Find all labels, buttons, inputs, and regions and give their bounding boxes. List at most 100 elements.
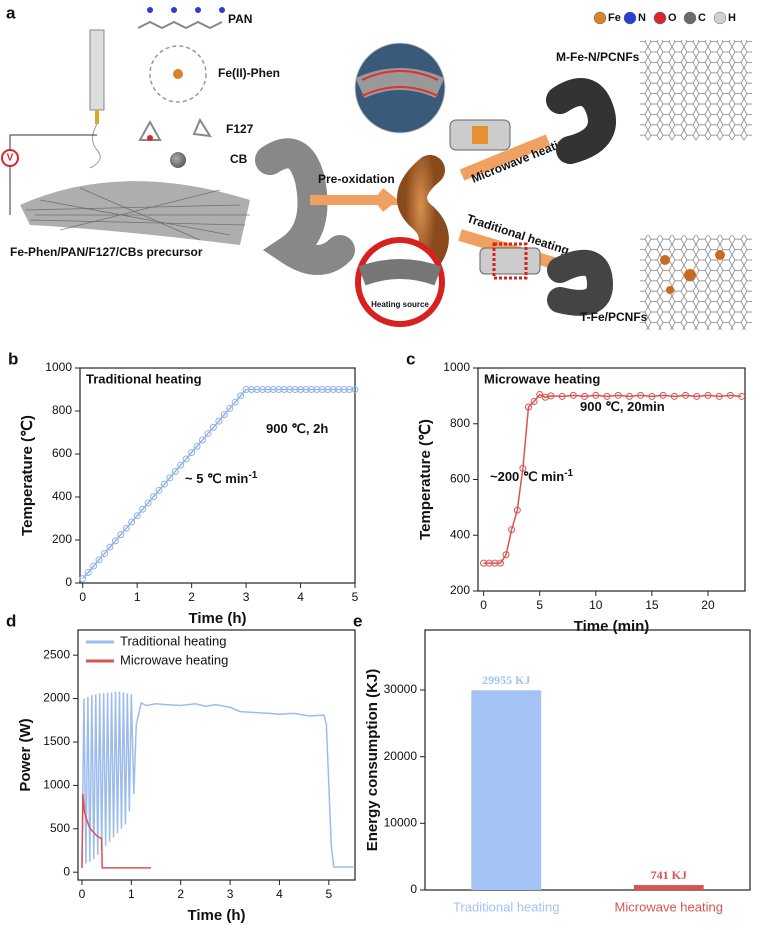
panel-letter: b [8, 349, 18, 368]
label: T-Fe/PCNFs [580, 310, 648, 324]
label: Fe(II)-Phen [218, 66, 280, 80]
marker [220, 411, 228, 419]
marker [536, 390, 544, 398]
x-axis-label: Time (h) [187, 907, 245, 924]
marker [637, 391, 645, 399]
annotation-text: ~ 5 ℃ min [185, 471, 248, 486]
f127-molecule [138, 117, 212, 141]
marker [275, 386, 283, 393]
reactor [479, 247, 541, 275]
y-tick-label: 400 [450, 527, 470, 541]
marker [155, 486, 163, 494]
line [81, 793, 152, 869]
x-tick-label: 15 [645, 598, 659, 612]
marker [144, 499, 152, 507]
graphene [640, 235, 752, 330]
graphene [640, 40, 752, 140]
marker [122, 524, 130, 532]
x-tick-label: 4 [276, 887, 283, 901]
y-tick-label: 0 [63, 864, 70, 878]
y-tick-label: 200 [52, 532, 72, 546]
legend-label: Traditional heating [120, 633, 226, 648]
legend-swatch [593, 11, 607, 25]
marker [111, 537, 119, 545]
label: CB [230, 152, 248, 166]
marker [318, 386, 326, 393]
marker [258, 386, 266, 393]
legend-label: Microwave heating [120, 652, 228, 667]
annotation-text: ~200 ℃ min [490, 469, 564, 484]
x-tick-label: 1 [134, 590, 141, 604]
panel-letter: d [6, 611, 16, 630]
value-label: 29955 KJ [482, 673, 530, 687]
x-tick-label: 2 [177, 887, 184, 901]
cb-particle [170, 152, 186, 168]
plot-frame [79, 367, 356, 584]
x-tick-label: Traditional heating [453, 899, 559, 914]
x-tick-label: 0 [79, 887, 86, 901]
annotation-sup: -1 [248, 470, 257, 481]
label: M-Fe-N/PCNFs [556, 50, 640, 64]
marker [188, 448, 196, 456]
x-tick-label: 0 [79, 590, 86, 604]
y-tick-label: 600 [52, 446, 72, 460]
y-tick-label: 1000 [443, 360, 470, 374]
y-tick-label: 800 [450, 416, 470, 430]
y-tick-label: 10000 [384, 816, 418, 830]
marker [693, 392, 701, 400]
y-tick-label: 2000 [43, 691, 70, 705]
x-axis-label: Time (h) [188, 610, 246, 627]
legend-swatch [713, 11, 727, 25]
y-axis-label: Energy consumption (KJ) [364, 669, 381, 852]
marker [204, 430, 212, 438]
y-tick-label: 20000 [384, 749, 418, 763]
fiber-gray [255, 138, 355, 275]
chart: d 0 500 1000 1500 2000 2500 0 1 2 3 4 5 Time (h) Power… [6, 611, 356, 924]
chart-title: Microwave heating [484, 371, 600, 386]
marker [160, 480, 168, 488]
marker [166, 474, 174, 482]
x-tick-label: 5 [325, 887, 332, 901]
marker [603, 392, 611, 400]
marker [209, 423, 217, 431]
marker [592, 391, 600, 399]
annotation: 900 ℃, 2h [266, 421, 328, 436]
marker [682, 391, 690, 399]
legend-label: Fe [608, 12, 621, 24]
marker [280, 386, 288, 393]
marker [558, 392, 566, 400]
y-axis-label: Temperature (℃) [19, 415, 36, 536]
annotation-text: 900 ℃, 20min [580, 399, 665, 414]
x-tick-label: 4 [297, 590, 304, 604]
y-tick-label: 0 [65, 575, 72, 589]
label: Pre-oxidation [318, 172, 395, 186]
annotation: ~ 5 ℃ min-1 [185, 470, 258, 487]
chart: c 200 400 600 800 1000 0 5 10 15 20 Time (min) Tempe… [406, 349, 746, 635]
label: F127 [226, 122, 254, 136]
bar [471, 690, 542, 890]
marker [530, 397, 538, 405]
fiber-black [546, 78, 616, 164]
chart-title: Traditional heating [86, 371, 202, 386]
schematic: a PAN Fe(II)-Phen F127 CB V [1, 3, 752, 330]
y-tick-label: 30000 [384, 682, 418, 696]
marker [84, 568, 92, 576]
y-tick-label: 800 [52, 403, 72, 417]
y-tick-label: 1000 [45, 360, 72, 374]
panel-letter: e [353, 611, 362, 630]
marker [286, 386, 294, 393]
marker [502, 551, 510, 559]
voltage-label: V [7, 153, 14, 164]
marker [101, 550, 109, 558]
marker [726, 391, 734, 399]
marker [581, 392, 589, 400]
x-tick-label: 1 [128, 887, 135, 901]
x-tick-label: 10 [589, 598, 603, 612]
marker [237, 392, 245, 400]
x-tick-label: 3 [243, 590, 250, 604]
label: Heating source [371, 300, 429, 309]
marker [302, 386, 310, 393]
chart: b 0 200 400 600 800 1000 0 1 2 3 4 5 Time (h) Temperat… [8, 349, 359, 626]
annotation-sup: -1 [564, 468, 573, 479]
x-tick-label: 5 [536, 598, 543, 612]
